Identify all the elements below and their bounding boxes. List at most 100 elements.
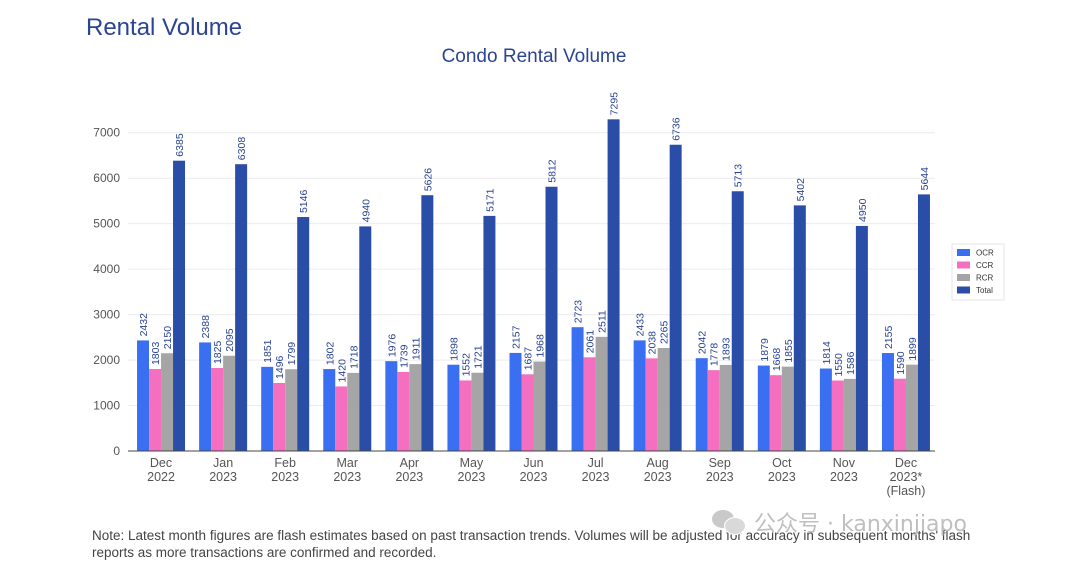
x-tick-label: Mar xyxy=(337,456,359,470)
bar-ocr xyxy=(137,340,150,451)
bar-rcr xyxy=(223,355,236,451)
data-label: 2095 xyxy=(224,328,236,352)
chart-title: Condo Rental Volume xyxy=(442,46,627,67)
bar-ocr xyxy=(199,342,212,451)
data-label: 1968 xyxy=(535,334,547,358)
data-label: 1893 xyxy=(721,337,733,361)
legend-label: OCR xyxy=(976,249,994,258)
data-label: 2042 xyxy=(697,331,709,355)
data-label: 2433 xyxy=(635,313,647,337)
data-label: 5171 xyxy=(484,188,496,212)
data-label: 1976 xyxy=(386,334,398,358)
data-label: 1899 xyxy=(907,337,919,361)
data-label: 1420 xyxy=(336,359,348,383)
bar-ocr xyxy=(385,361,398,451)
data-label: 1851 xyxy=(262,339,274,363)
bar-ocr xyxy=(323,369,336,451)
x-tick-label: May xyxy=(460,456,484,470)
data-label: 5626 xyxy=(422,168,434,192)
bar-total xyxy=(669,144,682,452)
data-label: 4950 xyxy=(857,198,869,222)
x-axis-ticks: Dec2022Jan2023Feb2023Mar2023Apr2023May20… xyxy=(147,456,925,498)
data-label: 5812 xyxy=(547,159,559,183)
bar-rcr xyxy=(781,366,794,451)
bar-ccr xyxy=(645,358,658,451)
data-label: 2723 xyxy=(573,300,585,324)
data-label: 1668 xyxy=(771,348,783,372)
bar-ocr xyxy=(881,353,894,451)
y-tick-label: 3000 xyxy=(93,308,120,322)
data-label: 2155 xyxy=(883,326,895,350)
data-label: 1814 xyxy=(821,341,833,365)
x-tick-label: 2023 xyxy=(458,470,486,484)
x-tick-label: 2023 xyxy=(520,470,548,484)
data-label: 2511 xyxy=(597,310,609,333)
bar-rcr xyxy=(843,378,856,451)
data-label: 2265 xyxy=(659,320,671,344)
x-tick-label: 2023 xyxy=(644,470,672,484)
bar-ccr xyxy=(149,369,162,451)
legend: OCR CCR RCR Total xyxy=(951,243,1005,301)
bar-ccr xyxy=(583,357,596,451)
bar-ccr xyxy=(459,380,472,451)
data-label: 2432 xyxy=(138,313,150,337)
bar-ocr xyxy=(447,364,460,451)
data-label: 5713 xyxy=(733,164,745,188)
bar-ccr xyxy=(273,382,286,451)
data-label: 1803 xyxy=(150,342,162,366)
bar-ocr xyxy=(695,358,708,451)
page-title: Rental Volume xyxy=(86,14,243,41)
data-label: 2388 xyxy=(200,315,212,339)
data-label: 1590 xyxy=(895,351,907,375)
x-tick-label: Jul xyxy=(588,456,604,470)
data-label: 1879 xyxy=(759,338,771,362)
y-tick-label: 1000 xyxy=(93,399,120,413)
bar-total xyxy=(173,160,186,452)
legend-label: CCR xyxy=(976,261,994,270)
bar-rcr xyxy=(347,372,360,451)
legend-label: Total xyxy=(976,286,993,295)
bar-total xyxy=(607,119,620,451)
data-label: 2061 xyxy=(585,330,597,354)
x-tick-label: Oct xyxy=(772,456,792,470)
bar-ocr xyxy=(261,366,274,451)
x-tick-label: Dec xyxy=(150,456,172,470)
legend-swatch xyxy=(957,261,970,269)
x-tick-label: 2023* xyxy=(890,470,923,484)
bar-total xyxy=(855,225,868,451)
bar-rcr xyxy=(285,369,298,451)
data-label: 6385 xyxy=(174,133,186,157)
y-tick-label: 0 xyxy=(113,444,120,458)
x-tick-label: Sep xyxy=(709,456,731,470)
bar-ccr xyxy=(769,375,782,451)
bar-ccr xyxy=(707,370,720,451)
bar-rcr xyxy=(409,364,422,451)
x-tick-label: Jan xyxy=(213,456,233,470)
footnote: Note: Latest month figures are flash est… xyxy=(92,528,971,560)
bar-total xyxy=(917,194,930,451)
data-label: 5402 xyxy=(795,178,807,202)
bar-rcr xyxy=(533,361,546,451)
bar-ccr xyxy=(521,374,534,451)
x-tick-label: Jun xyxy=(523,456,543,470)
data-label: 4940 xyxy=(360,199,372,223)
x-tick-label: 2023 xyxy=(582,470,610,484)
bar-total xyxy=(545,186,558,451)
x-tick-label: 2023 xyxy=(830,470,858,484)
bar-rcr xyxy=(719,364,732,451)
watermark: 公众号 · kanxinjiapo xyxy=(712,506,967,538)
legend-swatch xyxy=(957,286,970,294)
data-label: 1687 xyxy=(523,347,535,371)
y-tick-label: 4000 xyxy=(93,262,120,276)
bar-total xyxy=(359,226,372,451)
data-label: 6736 xyxy=(671,117,683,141)
x-tick-label: 2023 xyxy=(706,470,734,484)
legend-label: RCR xyxy=(976,274,994,283)
x-tick-label: 2023 xyxy=(209,470,237,484)
bar-total xyxy=(793,205,806,451)
data-label: 1718 xyxy=(348,345,360,369)
x-tick-label: Aug xyxy=(647,456,669,470)
data-label: 2157 xyxy=(511,325,523,349)
